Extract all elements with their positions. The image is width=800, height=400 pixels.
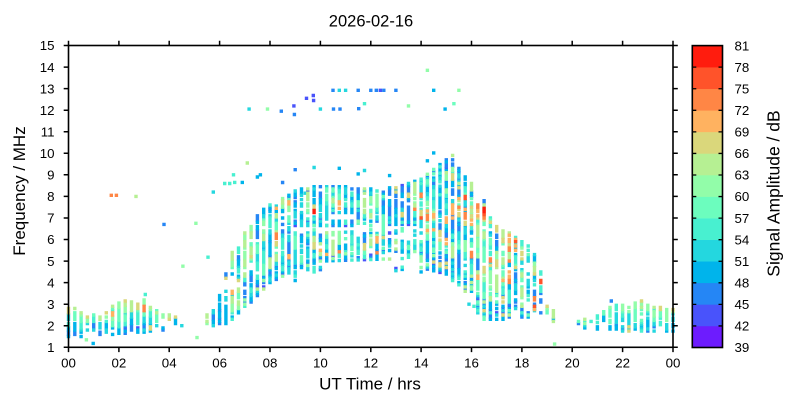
svg-text:2026-02-16: 2026-02-16 [329, 13, 413, 31]
svg-text:1: 1 [47, 340, 54, 355]
svg-text:57: 57 [735, 211, 750, 226]
svg-text:75: 75 [735, 81, 750, 96]
svg-text:54: 54 [735, 232, 750, 247]
svg-text:5: 5 [47, 254, 54, 269]
svg-text:Frequency / MHz: Frequency / MHz [10, 126, 29, 255]
svg-text:2: 2 [47, 318, 54, 333]
svg-text:18: 18 [515, 356, 530, 371]
svg-text:63: 63 [735, 168, 750, 183]
svg-text:7: 7 [47, 211, 54, 226]
svg-text:02: 02 [112, 356, 127, 371]
svg-text:00: 00 [61, 356, 76, 371]
svg-text:12: 12 [40, 103, 55, 118]
svg-text:39: 39 [735, 340, 750, 355]
svg-text:16: 16 [464, 356, 479, 371]
svg-text:69: 69 [735, 125, 750, 140]
svg-text:13: 13 [40, 81, 55, 96]
svg-text:08: 08 [263, 356, 278, 371]
svg-text:00: 00 [666, 356, 681, 371]
svg-text:66: 66 [735, 146, 750, 161]
svg-text:45: 45 [735, 297, 750, 312]
svg-text:3: 3 [47, 297, 54, 312]
svg-text:8: 8 [47, 189, 54, 204]
svg-text:UT Time / hrs: UT Time / hrs [319, 375, 421, 394]
svg-text:9: 9 [47, 168, 54, 183]
svg-text:4: 4 [47, 275, 54, 290]
svg-text:22: 22 [615, 356, 630, 371]
svg-text:14: 14 [414, 356, 429, 371]
svg-text:15: 15 [40, 38, 55, 53]
svg-text:72: 72 [735, 103, 750, 118]
svg-text:12: 12 [363, 356, 378, 371]
svg-text:14: 14 [40, 60, 55, 75]
svg-text:10: 10 [313, 356, 328, 371]
svg-text:78: 78 [735, 60, 750, 75]
svg-text:20: 20 [565, 356, 580, 371]
svg-text:06: 06 [212, 356, 227, 371]
svg-text:10: 10 [40, 146, 55, 161]
svg-text:6: 6 [47, 232, 54, 247]
svg-text:48: 48 [735, 276, 750, 291]
svg-text:42: 42 [735, 319, 750, 334]
svg-text:04: 04 [162, 356, 177, 371]
svg-text:51: 51 [735, 254, 750, 269]
svg-text:60: 60 [735, 189, 750, 204]
svg-text:Signal Amplitude / dB: Signal Amplitude / dB [764, 110, 784, 276]
svg-text:81: 81 [735, 38, 750, 53]
svg-text:11: 11 [41, 124, 55, 139]
